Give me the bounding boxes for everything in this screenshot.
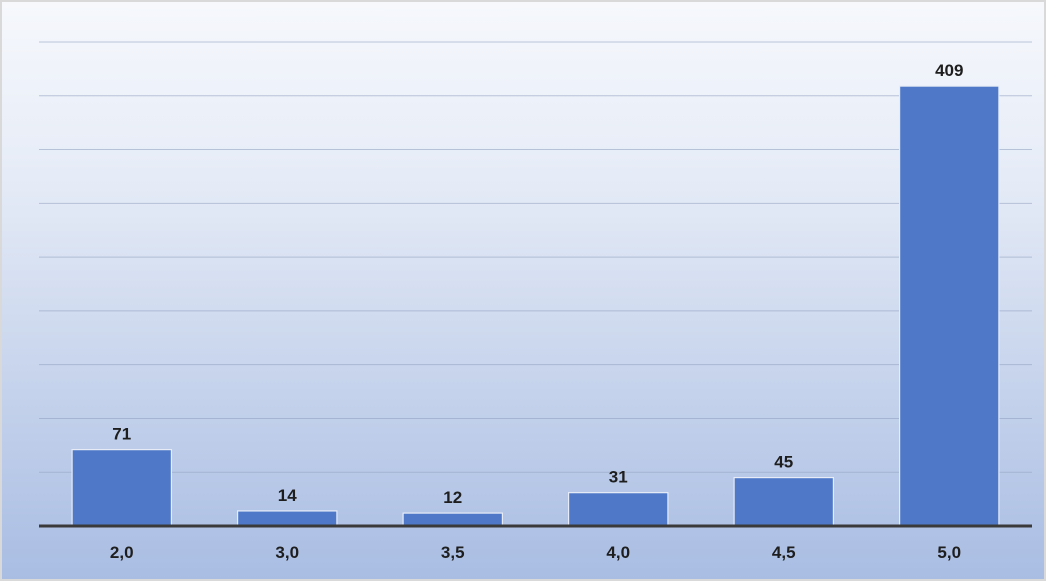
- data-label: 71: [112, 425, 131, 444]
- data-label: 31: [609, 468, 628, 487]
- gridlines: [39, 41, 1032, 473]
- x-tick-label: 3,5: [441, 543, 465, 562]
- bar-5-0: [898, 85, 1000, 527]
- bar-4-5: [733, 477, 834, 527]
- x-tick-label: 4,5: [772, 543, 796, 562]
- data-label: 14: [278, 486, 297, 505]
- bar-2-0: [71, 449, 173, 527]
- data-label: 45: [774, 453, 793, 472]
- data-label: 409: [935, 61, 963, 80]
- bar-3-0: [237, 510, 338, 527]
- data-labels: 71 14 12 31 45 409: [112, 61, 963, 507]
- bar-3-5: [402, 512, 504, 527]
- bar-4-0: [567, 492, 669, 527]
- x-tick-label: 5,0: [937, 543, 961, 562]
- x-tick-label: 3,0: [275, 543, 299, 562]
- x-tick-label: 2,0: [110, 543, 134, 562]
- bars: [71, 85, 1000, 527]
- data-label: 12: [443, 488, 462, 507]
- x-tick-labels: 2,0 3,0 3,5 4,0 4,5 5,0: [110, 543, 961, 562]
- x-tick-label: 4,0: [606, 543, 630, 562]
